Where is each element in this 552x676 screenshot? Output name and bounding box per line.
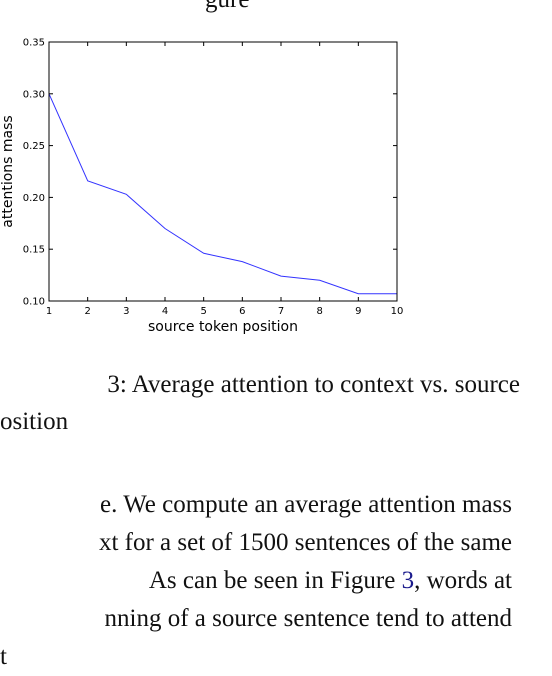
x-tick-label: 8: [316, 306, 322, 317]
y-tick-label: 0.25: [23, 141, 45, 152]
y-tick-label: 0.35: [23, 38, 45, 49]
series-line: [48, 93, 397, 295]
y-tick-labels: 0.10 0.15 0.20 0.25 0.30 0.35: [23, 38, 45, 308]
attention-line-chart: 1 2 3 4 5 6 7 8 9 10 0.10 0.15 0.20 0.25 0.30 0.35 sou…: [0, 38, 404, 336]
figure-reference-link[interactable]: 3: [401, 567, 415, 594]
body-line-3-pre: As can be seen in Figure: [148, 567, 402, 594]
plot-frame: [48, 41, 398, 302]
figure-fragment-text: gure: [205, 0, 249, 14]
body-line-4: nning of a source sentence tend to atten…: [104, 605, 513, 632]
body-line-3: As can be seen in Figure 3, words at: [0, 562, 512, 600]
y-tick-label: 0.15: [23, 245, 45, 256]
body-line-2: xt for a set of 1500 sentences of the sa…: [98, 529, 512, 556]
y-tick-label: 0.10: [23, 297, 45, 308]
body-line-3-post: , words at: [414, 567, 512, 594]
chart-ticks: [48, 41, 398, 302]
x-tick-label: 6: [239, 306, 245, 317]
figure-caption: 3: Average attention to context vs. sour…: [0, 366, 520, 440]
y-tick-label: 0.20: [23, 193, 45, 204]
caption-line-1: 3: Average attention to context vs. sour…: [107, 371, 520, 398]
x-tick-labels: 1 2 3 4 5 6 7 8 9 10: [46, 306, 404, 317]
x-tick-label: 9: [355, 306, 361, 317]
body-line-1: e. We compute an average attention mass: [100, 491, 512, 518]
body-line-5: t: [0, 643, 7, 670]
x-tick-label: 10: [391, 306, 404, 317]
body-paragraph: e. We compute an average attention mass …: [0, 486, 512, 676]
y-tick-label: 0.30: [23, 89, 45, 100]
x-tick-label: 1: [46, 306, 52, 317]
caption-line-2: osition: [0, 408, 69, 435]
x-tick-label: 7: [278, 306, 284, 317]
x-tick-label: 5: [200, 306, 206, 317]
x-tick-label: 2: [84, 306, 90, 317]
x-tick-label: 3: [123, 306, 129, 317]
x-tick-label: 4: [162, 306, 168, 317]
x-axis-label: source token position: [148, 319, 298, 335]
y-axis-label: attentions mass: [0, 115, 16, 227]
